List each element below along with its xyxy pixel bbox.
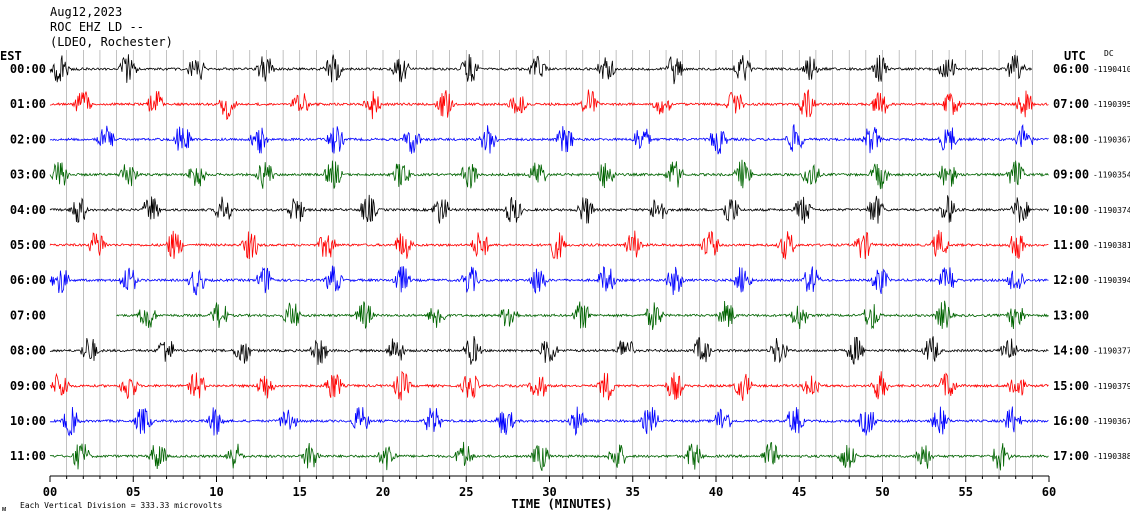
row-label-utc: 15:00 (1053, 379, 1089, 393)
scale-mark-icon: ᴍ (2, 505, 6, 513)
trace-row (49, 441, 1049, 472)
row-label-utc: 17:00 (1053, 449, 1089, 463)
row-label-est: 04:00 (10, 203, 46, 217)
header-station: ROC EHZ LD -- (50, 20, 144, 34)
row-label-utc: 10:00 (1053, 203, 1089, 217)
row-label-utc: 11:00 (1053, 238, 1089, 252)
row-dc-offset: -1190374 (1093, 206, 1130, 215)
header-network: (LDEO, Rochester) (50, 35, 173, 49)
row-dc-offset: -1190367 (1093, 417, 1130, 426)
row-label-utc: 09:00 (1053, 168, 1089, 182)
seismic-traces (49, 54, 1049, 472)
row-label-est: 07:00 (10, 308, 46, 322)
trace-row (49, 54, 1032, 85)
header-date: Aug12,2023 (50, 5, 122, 19)
row-dc-offset: -1190395 (1093, 100, 1130, 109)
row-label-est: 10:00 (10, 414, 46, 428)
row-label-est: 00:00 (10, 62, 46, 76)
x-tick-label: 60 (1042, 485, 1056, 499)
row-label-utc: 12:00 (1053, 273, 1089, 287)
row-label-utc: 07:00 (1053, 97, 1089, 111)
row-dc-offset: -1190388 (1093, 452, 1130, 461)
x-tick-label: 15 (293, 485, 307, 499)
x-tick-label: 40 (709, 485, 723, 499)
footer-scale: Each Vertical Division = 333.33 microvol… (20, 501, 222, 510)
row-label-est: 03:00 (10, 168, 46, 182)
row-label-est: 01:00 (10, 97, 46, 111)
row-label-utc: 14:00 (1053, 344, 1089, 358)
row-dc-offset: -1190381 (1093, 241, 1130, 250)
row-label-est: 08:00 (10, 344, 46, 358)
trace-row (49, 89, 1049, 120)
row-dc-offset: -1190367 (1093, 135, 1130, 144)
trace-row (49, 406, 1049, 437)
row-dc-offset: -1190354 (1093, 171, 1130, 180)
x-tick-label: 45 (792, 485, 806, 499)
trace-row (49, 159, 1049, 190)
right-axis-title: UTC (1064, 49, 1086, 63)
row-label-est: 06:00 (10, 273, 46, 287)
x-tick-label: 20 (376, 485, 390, 499)
x-tick-label: 10 (209, 485, 223, 499)
x-tick-label: 35 (626, 485, 640, 499)
dc-title: DC (1104, 49, 1114, 58)
row-label-utc: 08:00 (1053, 132, 1089, 146)
time-grid (66, 50, 1033, 476)
x-axis-ticks: 00 05 10 15 20 25 30 35 40 45 50 55 60 (43, 476, 1056, 499)
row-label-utc: 13:00 (1053, 308, 1089, 322)
row-dc-offset: -1190410 (1093, 65, 1130, 74)
trace-row (49, 194, 1049, 224)
row-dc-offset: -1190379 (1093, 382, 1130, 391)
trace-row (49, 370, 1049, 401)
x-tick-label: 30 (542, 485, 556, 499)
x-tick-label: 00 (43, 485, 57, 499)
row-labels: 00:00 06:00 -1190410 01:00 07:00 -1190395 02:0… (10, 62, 1130, 463)
row-dc-offset: -1190394 (1093, 276, 1130, 285)
left-axis-title: EST (0, 49, 22, 63)
x-tick-label: 25 (459, 485, 473, 499)
x-axis-label: TIME (MINUTES) (511, 497, 612, 511)
trace-row (49, 336, 1049, 365)
trace-row (116, 300, 1049, 330)
row-label-est: 11:00 (10, 449, 46, 463)
row-label-est: 09:00 (10, 379, 46, 393)
trace-row (49, 230, 1049, 260)
x-tick-label: 55 (959, 485, 973, 499)
row-label-utc: 16:00 (1053, 414, 1089, 428)
trace-row (49, 124, 1049, 155)
row-label-est: 02:00 (10, 132, 46, 146)
x-tick-label: 50 (875, 485, 889, 499)
trace-row (49, 265, 1049, 296)
x-tick-label: 05 (126, 485, 140, 499)
row-label-est: 05:00 (10, 238, 46, 252)
row-dc-offset: -1190377 (1093, 347, 1130, 356)
row-label-utc: 06:00 (1053, 62, 1089, 76)
